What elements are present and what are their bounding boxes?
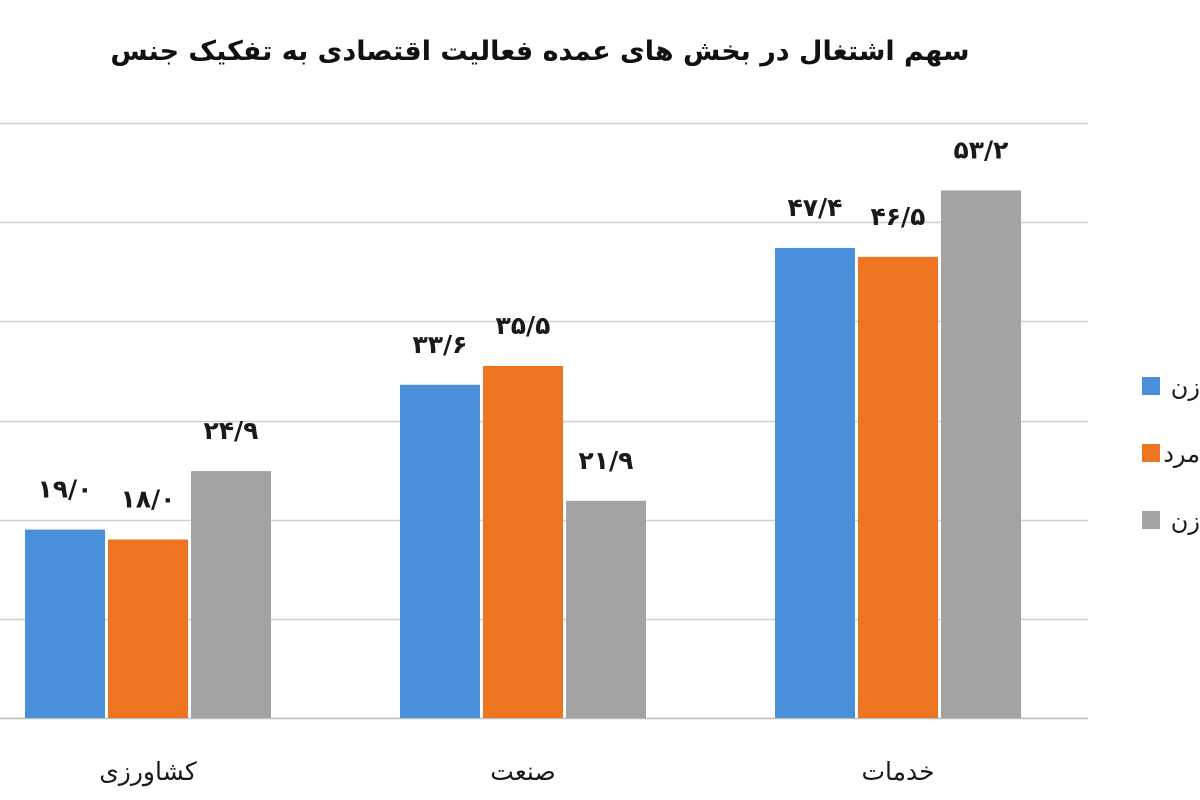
legend: زن مرد زن bbox=[1142, 373, 1200, 535]
bar bbox=[858, 256, 938, 718]
bar bbox=[775, 247, 855, 718]
category-labels: کشاورزی صنعت خدمات bbox=[99, 757, 934, 787]
data-label: ۱۹/۰ bbox=[38, 475, 93, 504]
legend-swatch bbox=[1142, 377, 1160, 395]
data-label: ۴۷/۴ bbox=[788, 193, 843, 222]
data-label: ۳۳/۶ bbox=[413, 330, 468, 359]
bar bbox=[191, 471, 271, 718]
legend-swatch bbox=[1142, 444, 1160, 462]
category-label: صنعت bbox=[490, 757, 555, 786]
data-label: ۱۸/۰ bbox=[121, 485, 176, 514]
data-labels: ۱۹/۰ ۱۸/۰ ۲۴/۹ ۳۳/۶ ۳۵/۵ ۲۱/۹ ۴۷/۴ ۴۶/۵ ۵۳/۲ bbox=[38, 135, 1009, 513]
bar bbox=[400, 384, 480, 718]
bar bbox=[483, 365, 563, 718]
legend-label: زن bbox=[1171, 507, 1200, 535]
bar bbox=[108, 539, 188, 718]
legend-label: زن bbox=[1171, 373, 1200, 401]
legend-swatch bbox=[1142, 511, 1160, 529]
data-label: ۲۱/۹ bbox=[579, 446, 634, 475]
data-label: ۴۶/۵ bbox=[871, 202, 926, 231]
chart-title: سهم اشتغال در بخش های عمده فعالیت اقتصاد… bbox=[110, 36, 969, 67]
legend-label: مرد bbox=[1163, 440, 1200, 468]
bars bbox=[25, 190, 1021, 718]
category-label: خدمات bbox=[861, 757, 934, 786]
data-label: ۵۳/۲ bbox=[954, 135, 1009, 164]
category-label: کشاورزی bbox=[99, 757, 197, 787]
bar bbox=[941, 190, 1021, 718]
bar bbox=[566, 500, 646, 718]
data-label: ۳۵/۵ bbox=[496, 311, 551, 340]
data-label: ۲۴/۹ bbox=[204, 416, 259, 445]
bar bbox=[25, 529, 105, 718]
